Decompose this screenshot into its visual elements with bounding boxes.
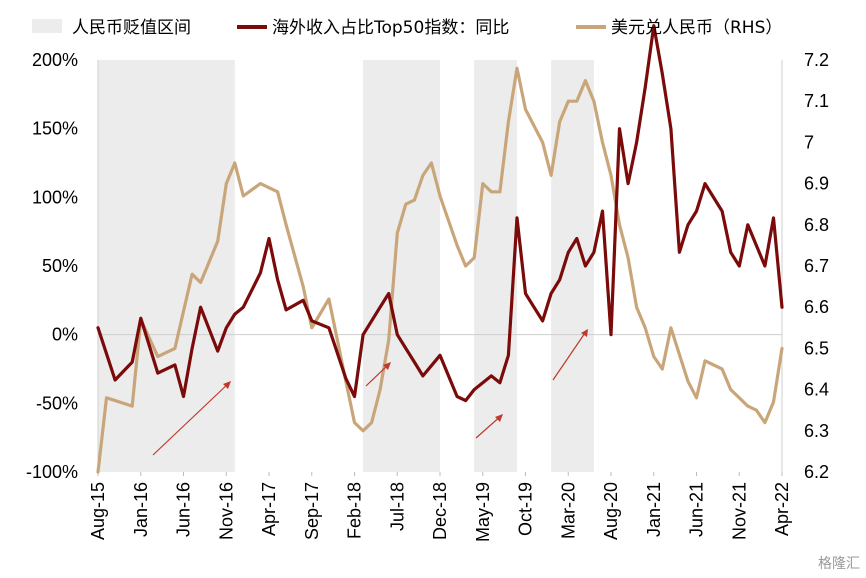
right-tick-label: 6.2 (804, 462, 829, 482)
series-lines (96, 24, 784, 474)
legend-band-swatch (32, 19, 62, 33)
right-tick-label: 6.7 (804, 256, 829, 276)
x-tick-label: Aug-15 (88, 482, 108, 540)
x-tick-label: Sep-17 (302, 482, 322, 540)
x-tick-label: Dec-18 (430, 482, 450, 540)
right-tick-label: 6.3 (804, 421, 829, 441)
x-tick-label: Feb-18 (345, 482, 365, 539)
left-tick-label: 100% (32, 187, 78, 207)
arrow-4 (552, 329, 588, 381)
right-axis-ticks: 6.2 6.3 6.4 6.5 6.6 6.7 6.8 6.9 7 7.1 7.2 (804, 50, 829, 482)
x-tick-label: Nov-21 (729, 482, 749, 540)
x-tick-label: Aug-20 (601, 482, 621, 540)
x-tick-label: Oct-19 (516, 482, 536, 536)
x-tick-label: Jun-21 (687, 482, 707, 537)
left-tick-label: 150% (32, 119, 78, 139)
right-tick-label: 6.6 (804, 297, 829, 317)
left-tick-label: 50% (42, 256, 78, 276)
right-tick-label: 7.2 (804, 50, 829, 70)
x-tick-label: Jul-18 (387, 482, 407, 531)
x-tick-label: Jun-16 (174, 482, 194, 537)
annotation-arrows (152, 329, 588, 456)
watermark: 格隆汇 (818, 556, 860, 572)
right-tick-label: 7 (804, 132, 814, 152)
right-tick-label: 6.9 (804, 174, 829, 194)
shaded-band-1 (98, 60, 235, 472)
x-tick-label: Jan-21 (644, 482, 664, 537)
x-tick-label: Apr-17 (259, 482, 279, 536)
arrow-1-head (223, 381, 231, 389)
right-tick-label: 7.1 (804, 91, 829, 111)
depreciation-bands (98, 60, 594, 472)
x-axis-ticks: Aug-15 Jan-16 Jun-16 Nov-16 Apr-17 Sep-17 Feb-… (88, 472, 792, 542)
shaded-band-3 (474, 60, 517, 472)
x-tick-label: Nov-16 (216, 482, 236, 540)
legend-band-label: 人民币贬值区间 (72, 18, 191, 38)
series-usdcny-line (96, 66, 784, 474)
x-tick-label: Apr-22 (772, 482, 792, 536)
arrow-1 (152, 381, 231, 456)
left-tick-label: 0% (52, 325, 78, 345)
left-tick-label: -50% (36, 393, 78, 413)
right-tick-label: 6.5 (804, 338, 829, 358)
left-tick-label: -100% (26, 462, 78, 482)
legend-top50-label: 海外收入占比Top50指数：同比 (272, 18, 509, 38)
x-tick-label: Jan-16 (131, 482, 151, 537)
arrow-3-head (495, 414, 503, 422)
left-tick-label: 200% (32, 50, 78, 70)
legend-usdcny-label: 美元兑人民币（RHS） (611, 18, 782, 38)
x-tick-label: May-19 (473, 482, 493, 542)
right-tick-label: 6.8 (804, 215, 829, 235)
arrow-2-head (383, 362, 391, 370)
arrow-4-head (581, 329, 588, 337)
legend: 人民币贬值区间 海外收入占比Top50指数：同比 美元兑人民币（RHS） (32, 18, 782, 38)
shaded-band-4 (551, 60, 594, 472)
series-top50-yoy-line (96, 24, 784, 403)
x-tick-label: Mar-20 (558, 482, 578, 539)
left-axis-ticks: -100% -50% 0% 50% 100% 150% 200% (26, 50, 78, 482)
right-tick-label: 6.4 (804, 380, 829, 400)
